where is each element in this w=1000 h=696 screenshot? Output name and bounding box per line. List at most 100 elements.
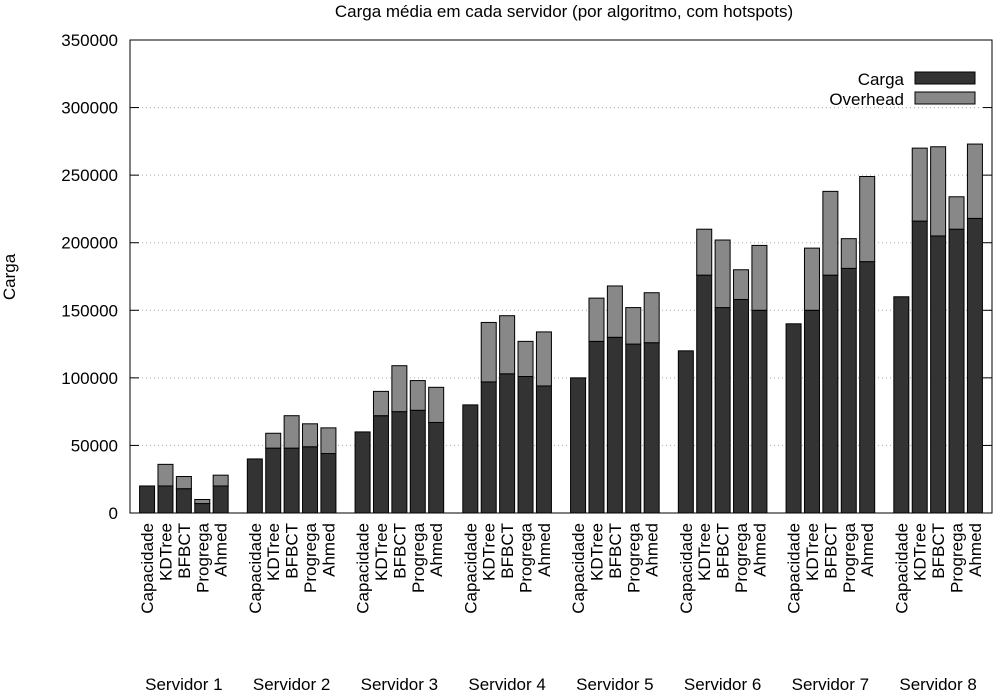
bar-carga [911, 220, 928, 514]
x-bar-label: Progrega [624, 522, 643, 592]
y-tick-label: 300000 [61, 99, 118, 118]
x-bar-label: Progrega [193, 522, 212, 592]
y-tick-label: 250000 [61, 166, 118, 185]
x-bar-label: Capacidade [569, 523, 588, 614]
bar-overhead [517, 340, 534, 378]
bar-carga [625, 343, 642, 514]
x-bar-label: KDTree [156, 523, 175, 581]
bar-overhead [157, 463, 174, 487]
bar-carga [480, 381, 497, 514]
x-bar-label: BFBCT [283, 523, 302, 579]
bar-overhead [302, 423, 319, 448]
x-bar-label: BFBCT [821, 523, 840, 579]
x-group-label: Servidor 3 [361, 675, 438, 694]
bar-overhead [535, 331, 552, 387]
bar-carga [948, 228, 965, 514]
x-bar-label: Capacidade [785, 523, 804, 614]
x-bar-label: Progrega [409, 522, 428, 592]
x-bar-label: BFBCT [390, 523, 409, 579]
bar-carga [588, 340, 605, 514]
bar-carga [246, 458, 263, 514]
bar-overhead [859, 175, 876, 263]
legend-label: Overhead [829, 90, 904, 109]
x-bar-label: KDTree [911, 523, 930, 581]
bar-overhead [911, 147, 928, 222]
axes [129, 39, 993, 514]
x-bar-label: BFBCT [929, 523, 948, 579]
x-bar-label: Capacidade [246, 523, 265, 614]
bar-carga [428, 421, 445, 514]
x-bar-label: Capacidade [354, 523, 373, 614]
bar-carga [570, 377, 587, 514]
bar-carga [194, 503, 211, 514]
x-bar-label: Ahmed [750, 523, 769, 577]
bar-carga [265, 447, 282, 514]
y-tick-label: 100000 [61, 369, 118, 388]
x-group-label: Servidor 4 [468, 675, 545, 694]
x-bar-label: Capacidade [677, 523, 696, 614]
x-bar-label: Progrega [840, 522, 859, 592]
labels: 0 50000 100000 150000 200000 250000 300000 3500… [61, 31, 985, 694]
bar-carga [139, 485, 156, 514]
x-bar-label: BFBCT [714, 523, 733, 579]
bar-overhead [966, 143, 983, 219]
x-bar-label: KDTree [372, 523, 391, 581]
bar-overhead [714, 239, 731, 309]
bar-overhead [283, 415, 300, 449]
x-group-label: Servidor 8 [899, 675, 976, 694]
bar-overhead [320, 427, 337, 455]
bar-overhead [428, 386, 445, 423]
x-group-label: Servidor 2 [253, 675, 330, 694]
x-group-label: Servidor 7 [792, 675, 869, 694]
bar-carga [785, 323, 802, 514]
bar-overhead [733, 269, 750, 300]
bar-overhead [643, 292, 660, 344]
x-bar-label: Capacidade [892, 523, 911, 614]
bar-overhead [372, 390, 389, 417]
x-bar-label: KDTree [480, 523, 499, 581]
bar-carga [643, 342, 660, 514]
x-bar-label: KDTree [695, 523, 714, 581]
y-axis-label: Carga [0, 253, 19, 300]
bar-overhead [625, 307, 642, 345]
bar-carga [320, 453, 337, 514]
bar-overhead [696, 228, 713, 276]
x-bar-label: BFBCT [498, 523, 517, 579]
bar-carga [696, 274, 713, 514]
bar-overhead [175, 476, 192, 490]
x-bar-label: Ahmed [643, 523, 662, 577]
bar-overhead [588, 297, 605, 342]
bar-overhead [265, 432, 282, 449]
bar-carga [409, 409, 426, 514]
bar-carga [733, 298, 750, 514]
bar-overhead [803, 247, 820, 311]
bar-overhead [948, 196, 965, 230]
x-bar-label: Progrega [301, 522, 320, 592]
bar-carga [212, 485, 229, 514]
bar-carga [175, 488, 192, 514]
plot-border [129, 39, 993, 514]
x-bar-label: BFBCT [606, 523, 625, 579]
y-tick-label: 50000 [71, 436, 118, 455]
bar-carga [535, 385, 552, 514]
x-bar-label: Capacidade [461, 523, 480, 614]
bar-carga [822, 274, 839, 514]
x-bar-label: KDTree [803, 523, 822, 581]
bar-carga [606, 336, 623, 514]
bar-carga [517, 376, 534, 514]
bar-overhead [409, 380, 426, 411]
bar-carga [859, 261, 876, 514]
bar-overhead [822, 190, 839, 276]
x-bar-label: Ahmed [535, 523, 554, 577]
bar-carga [930, 235, 947, 514]
bar-overhead [930, 146, 947, 237]
bar-carga [677, 350, 694, 514]
x-bar-label: Progrega [517, 522, 536, 592]
bar-carga [391, 411, 408, 514]
bar-carga [302, 446, 319, 514]
y-tick-label: 350000 [61, 31, 118, 50]
y-tick-label: 150000 [61, 301, 118, 320]
x-bar-label: Progrega [948, 522, 967, 592]
x-bar-label: KDTree [587, 523, 606, 581]
